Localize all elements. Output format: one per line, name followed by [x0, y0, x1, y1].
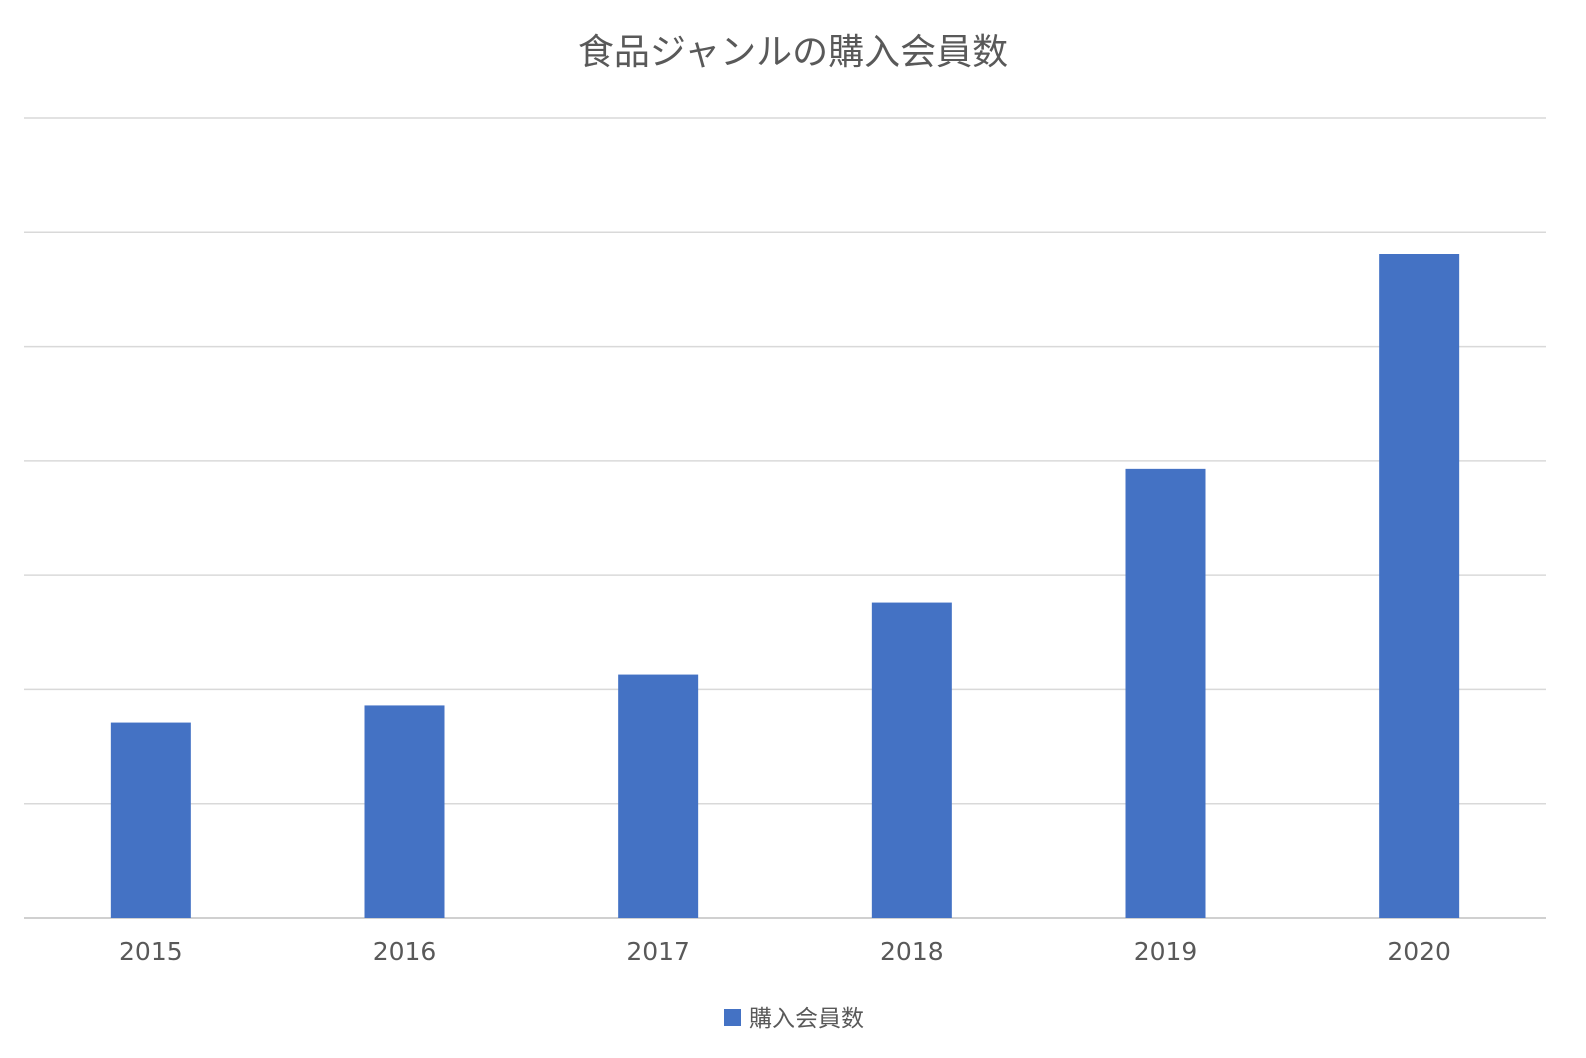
x-tick-label-2019: 2019: [1134, 937, 1198, 966]
bar-2020: [1379, 254, 1460, 918]
chart-title: 食品ジャンルの購入会員数: [578, 32, 1008, 73]
bar-2015: [110, 722, 191, 918]
legend-label-series-0: 購入会員数: [749, 1006, 864, 1032]
gridlines: [24, 117, 1546, 919]
legend: 購入会員数: [724, 1006, 864, 1032]
bar-2016: [364, 705, 445, 918]
x-axis: 2015 2016 2017 2018 2019 2020: [119, 937, 1451, 966]
bars: [110, 254, 1460, 918]
x-tick-label-2017: 2017: [626, 937, 690, 966]
bar-2018: [871, 602, 952, 918]
x-tick-label-2015: 2015: [119, 937, 183, 966]
x-tick-label-2020: 2020: [1387, 937, 1451, 966]
x-tick-label-2018: 2018: [880, 937, 944, 966]
legend-swatch: [724, 1009, 741, 1026]
x-tick-label-2016: 2016: [373, 937, 437, 966]
bar-2019: [1125, 468, 1206, 918]
bar-2017: [618, 674, 699, 918]
